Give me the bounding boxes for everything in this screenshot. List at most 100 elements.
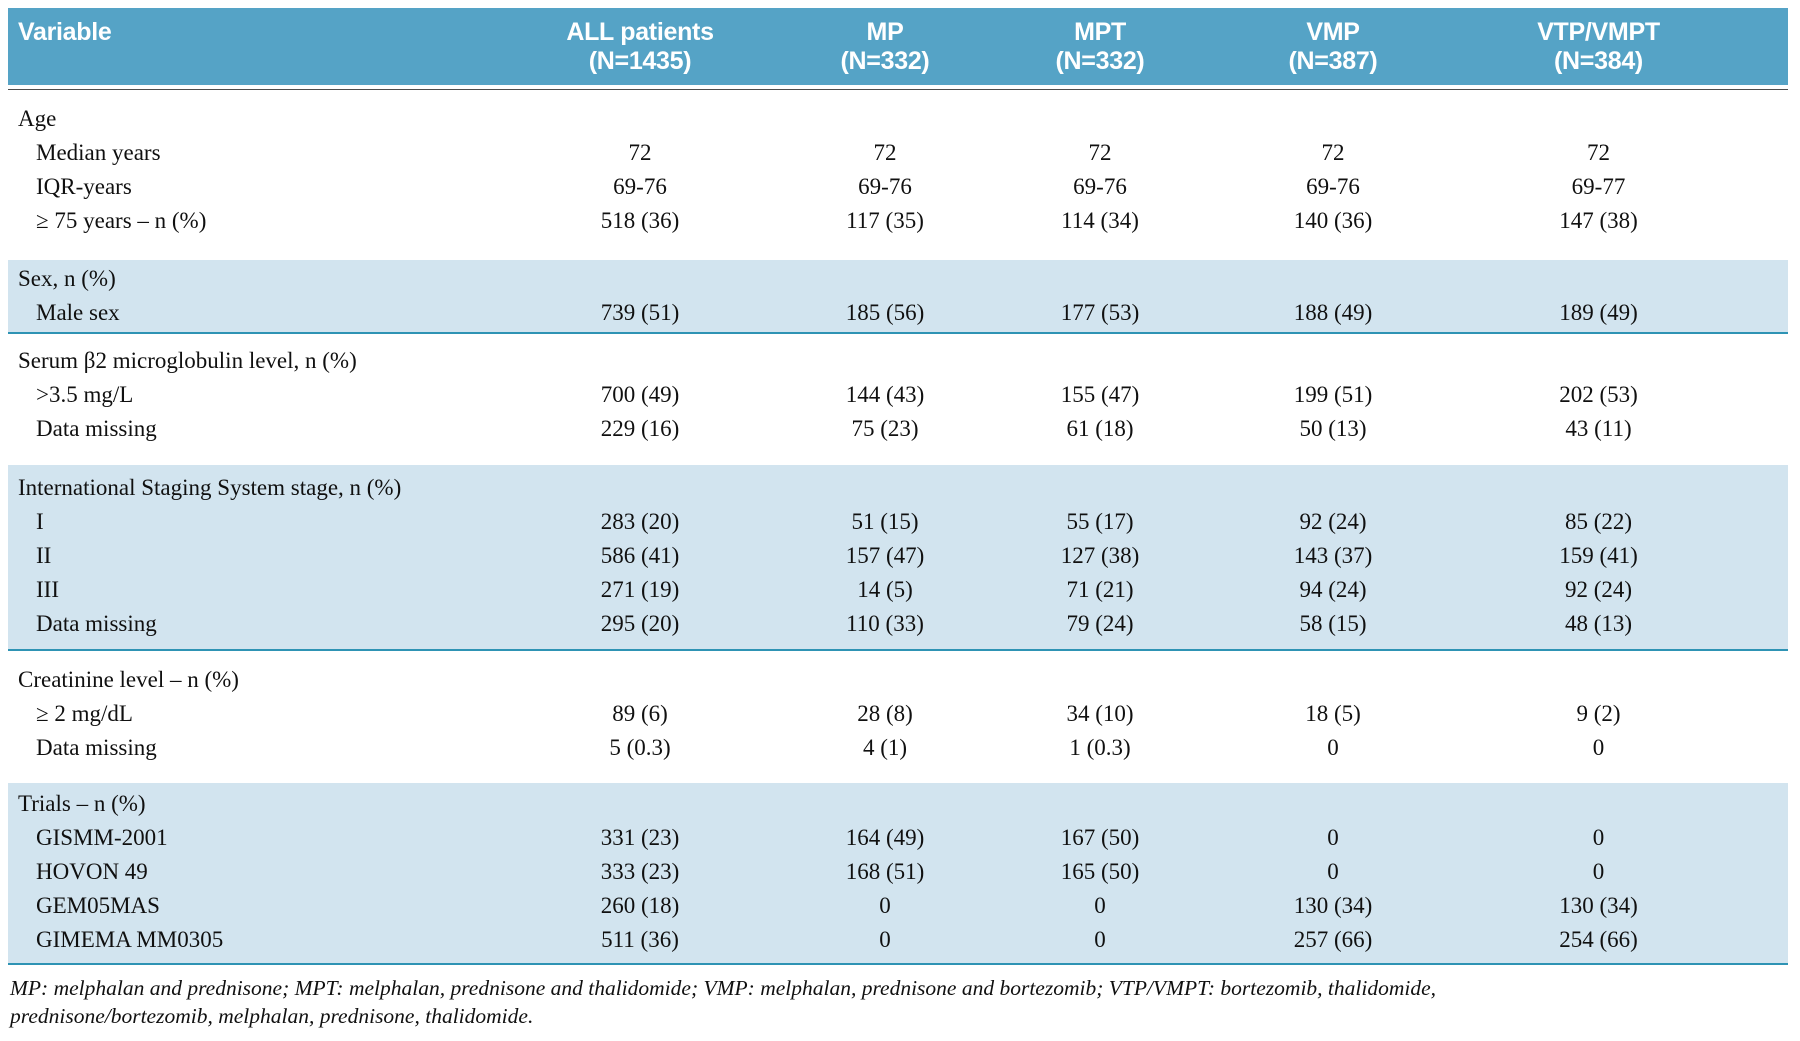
table-row: Median years 72 72 72 72 72 <box>8 136 1788 170</box>
row-label: Data missing <box>36 416 157 441</box>
section-label: Serum β2 microglobulin level, n (%) <box>18 348 357 373</box>
section-header-row: International Staging System stage, n (%… <box>8 471 1788 505</box>
row-label: Male sex <box>36 300 120 325</box>
cell-value: 110 (33) <box>846 611 924 636</box>
cell-value: 0 <box>1592 859 1605 884</box>
cell-value: 159 (41) <box>1559 543 1638 568</box>
table-row: GIMEMA MM0305 511 (36) 0 0 257 (66) 254 (66) <box>8 923 1788 957</box>
row-label: >3.5 mg/L <box>36 382 134 407</box>
column-header-mpt: MPT (N=332) <box>943 18 1257 85</box>
column-header-label: MP <box>866 18 904 46</box>
cell-value: 69-76 <box>613 174 667 199</box>
table-row: Data missing 5 (0.3) 4 (1) 1 (0.3) 0 0 <box>8 731 1788 765</box>
header-divider <box>8 89 1788 90</box>
row-label: GISMM-2001 <box>36 825 168 850</box>
cell-value: 739 (51) <box>600 300 680 325</box>
column-header-n: (N=332) <box>840 47 930 75</box>
cell-value: 295 (20) <box>600 611 680 636</box>
column-header-all-patients: ALL patients (N=1435) <box>453 18 827 85</box>
cell-value: 43 (11) <box>1565 416 1632 441</box>
column-header-label: Variable <box>18 18 112 46</box>
cell-value: 143 (37) <box>1293 543 1373 568</box>
cell-value: 114 (34) <box>1061 208 1139 233</box>
column-header-label: VTP/VMPT <box>1537 18 1660 46</box>
cell-value: 177 (53) <box>1060 300 1140 325</box>
cell-value: 700 (49) <box>600 382 680 407</box>
cell-value: 130 (34) <box>1559 893 1638 918</box>
cell-value: 167 (50) <box>1060 825 1140 850</box>
cell-value: 94 (24) <box>1299 577 1367 602</box>
cell-value: 189 (49) <box>1559 300 1638 325</box>
cell-value: 271 (19) <box>600 577 680 602</box>
cell-value: 9 (2) <box>1576 701 1621 726</box>
cell-value: 51 (15) <box>851 509 919 534</box>
cell-value: 0 <box>1327 825 1339 850</box>
section-label: Age <box>18 106 57 131</box>
row-label: III <box>36 577 59 602</box>
table-row: I 283 (20) 51 (15) 55 (17) 92 (24) 85 (22) <box>8 505 1788 539</box>
cell-value: 72 <box>628 140 652 165</box>
cell-value: 58 (15) <box>1299 611 1367 636</box>
cell-value: 89 (6) <box>612 701 668 726</box>
table-row: IQR-years 69-76 69-76 69-76 69-76 69-77 <box>8 170 1788 204</box>
cell-value: 92 (24) <box>1299 509 1367 534</box>
cell-value: 55 (17) <box>1066 509 1134 534</box>
cell-value: 586 (41) <box>600 543 680 568</box>
table-section-sex: Sex, n (%) Male sex 739 (51) 185 (56) 177 (5… <box>8 260 1788 334</box>
column-header-n: (N=387) <box>1288 47 1378 75</box>
section-header-row: Trials – n (%) <box>8 787 1788 821</box>
footnote-line: prednisone/bortezomib, melphalan, predni… <box>10 1003 534 1028</box>
row-label: II <box>36 543 52 568</box>
section-header-row: Creatinine level – n (%) <box>8 663 1788 697</box>
section-header-row: Sex, n (%) <box>8 262 1788 296</box>
cell-value: 0 <box>1327 735 1339 760</box>
table-section-creatinine: Creatinine level – n (%) ≥ 2 mg/dL 89 (6) 2… <box>8 651 1788 783</box>
cell-value: 157 (47) <box>845 543 925 568</box>
row-label: I <box>36 509 44 534</box>
table-row: GEM05MAS 260 (18) 0 0 130 (34) 130 (34) <box>8 889 1788 923</box>
row-label: GEM05MAS <box>36 893 160 918</box>
table-footnote: MP: melphalan and prednisone; MPT: melph… <box>8 975 1788 1030</box>
cell-value: 34 (10) <box>1066 701 1134 726</box>
table-row: >3.5 mg/L 700 (49) 144 (43) 155 (47) 199 (51… <box>8 378 1788 412</box>
cell-value: 0 <box>879 893 891 918</box>
cell-value: 155 (47) <box>1060 382 1140 407</box>
table-row: HOVON 49 333 (23) 168 (51) 165 (50) 0 0 <box>8 855 1788 889</box>
table-row: Male sex 739 (51) 185 (56) 177 (53) 188 (49)… <box>8 296 1788 330</box>
cell-value: 164 (49) <box>845 825 925 850</box>
cell-value: 61 (18) <box>1066 416 1134 441</box>
cell-value: 50 (13) <box>1299 416 1367 441</box>
table-section-serum-b2m: Serum β2 microglobulin level, n (%) >3.5 … <box>8 334 1788 465</box>
table-row: II 586 (41) 157 (47) 127 (38) 143 (37) 159 (4… <box>8 539 1788 573</box>
section-label: Sex, n (%) <box>18 266 116 291</box>
cell-value: 69-76 <box>1073 174 1127 199</box>
column-header-vtp-vmpt: VTP/VMPT (N=384) <box>1409 18 1788 85</box>
cell-value: 202 (53) <box>1559 382 1638 407</box>
table-section-iss-stage: International Staging System stage, n (%… <box>8 465 1788 651</box>
column-header-variable: Variable <box>8 18 453 85</box>
cell-value: 1 (0.3) <box>1069 735 1131 760</box>
table-body: Age Median years 72 72 72 72 72 IQR-years 69-76 6… <box>8 90 1788 965</box>
cell-value: 130 (34) <box>1293 893 1373 918</box>
section-label: Trials – n (%) <box>18 791 146 816</box>
cell-value: 0 <box>1592 735 1605 760</box>
cell-value: 260 (18) <box>600 893 680 918</box>
cell-value: 72 <box>873 140 897 165</box>
cell-value: 69-76 <box>1306 174 1360 199</box>
row-label: ≥ 75 years – n (%) <box>36 208 207 233</box>
column-header-label: VMP <box>1306 18 1360 46</box>
section-header-row: Age <box>8 102 1788 136</box>
column-header-n: (N=1435) <box>588 47 692 75</box>
column-header-vmp: VMP (N=387) <box>1257 18 1409 85</box>
row-label: Median years <box>36 140 161 165</box>
cell-value: 254 (66) <box>1559 927 1638 952</box>
cell-value: 165 (50) <box>1060 859 1140 884</box>
cell-value: 14 (5) <box>857 577 913 602</box>
table-header-row: Variable ALL patients (N=1435) MP (N=332… <box>8 8 1788 85</box>
table-row: GISMM-2001 331 (23) 164 (49) 167 (50) 0 0 <box>8 821 1788 855</box>
cell-value: 92 (24) <box>1564 577 1633 602</box>
cell-value: 72 <box>1088 140 1112 165</box>
cell-value: 147 (38) <box>1559 208 1638 233</box>
patient-characteristics-table: Variable ALL patients (N=1435) MP (N=332… <box>8 8 1788 1030</box>
cell-value: 0 <box>879 927 891 952</box>
